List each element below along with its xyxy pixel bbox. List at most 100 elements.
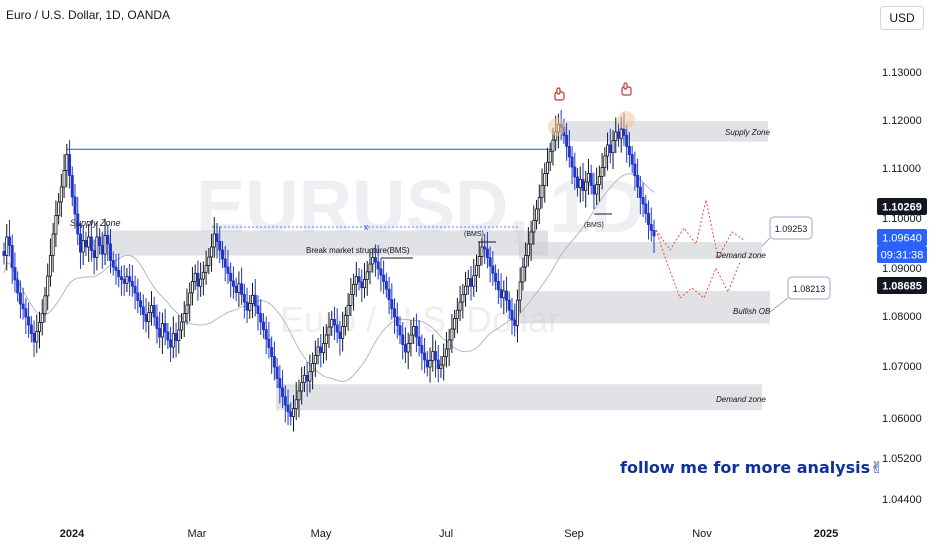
candle <box>461 293 465 303</box>
candle <box>496 281 500 291</box>
candle <box>240 283 244 295</box>
candle <box>70 175 74 198</box>
candle <box>373 257 377 263</box>
candle <box>78 233 82 253</box>
candle <box>201 271 205 280</box>
candle <box>196 272 200 287</box>
candle <box>341 326 345 339</box>
candle <box>212 233 216 248</box>
candle <box>616 131 620 139</box>
zone-0 <box>100 230 548 256</box>
candle <box>625 134 629 147</box>
candle <box>453 318 457 330</box>
projection-path-up <box>655 199 745 260</box>
y-tick-label: 1.06000 <box>882 413 922 425</box>
candle <box>81 240 85 253</box>
candle <box>256 305 260 315</box>
supply-zone-right-label: Supply Zone <box>725 128 770 137</box>
candle <box>48 255 52 277</box>
candle <box>2 251 6 256</box>
bms-sep-label: (BMS) <box>584 222 604 229</box>
candle <box>472 275 476 287</box>
candle <box>526 243 530 256</box>
candle <box>406 343 410 353</box>
candle <box>220 249 224 260</box>
candle <box>160 323 164 338</box>
candle <box>488 257 492 267</box>
candle <box>398 325 402 336</box>
candle <box>62 170 66 188</box>
y-tick-label: 1.05200 <box>882 453 922 465</box>
candle <box>119 276 123 280</box>
target-2-pointer <box>769 297 789 313</box>
candle <box>551 139 555 152</box>
candle <box>188 292 192 306</box>
time-axis[interactable]: 2024 Mar May Jul Sep Nov 2025 <box>60 528 838 540</box>
candle <box>578 179 582 188</box>
y-tick-label: 1.13000 <box>882 67 922 79</box>
candle <box>447 339 451 350</box>
candle <box>494 272 498 282</box>
candle <box>581 179 585 191</box>
candle <box>84 240 88 248</box>
candle <box>576 176 580 188</box>
candle <box>600 167 604 177</box>
candle <box>169 339 173 348</box>
candle <box>450 328 454 341</box>
candle <box>103 235 107 255</box>
candle <box>237 283 241 293</box>
top-highlight-left <box>548 118 566 136</box>
candle <box>152 305 156 318</box>
candle <box>226 266 230 274</box>
candle <box>469 278 473 287</box>
y-tick-label: 1.09000 <box>882 263 922 275</box>
candle <box>439 364 443 369</box>
candles-layer <box>2 109 656 432</box>
candle <box>114 266 118 271</box>
candle <box>540 185 544 198</box>
candle <box>614 131 618 142</box>
candle <box>324 334 328 344</box>
candle <box>261 321 265 330</box>
x-tick-label: Mar <box>188 528 207 540</box>
candle <box>649 224 653 231</box>
price-label-3: 1.08685 <box>882 281 922 293</box>
candle <box>73 196 77 215</box>
candle <box>92 250 96 258</box>
candle <box>515 299 519 326</box>
candle <box>409 334 413 344</box>
target-1-pointer <box>761 237 771 247</box>
bms-jul-label: (BMS) <box>464 231 484 238</box>
candle <box>144 314 148 322</box>
candle <box>379 268 383 276</box>
candle <box>264 329 268 340</box>
candle <box>149 305 153 314</box>
candle <box>38 322 42 332</box>
currency-button[interactable]: USD <box>880 6 924 30</box>
candle <box>633 163 637 176</box>
candle <box>65 154 69 171</box>
candle <box>428 360 432 368</box>
candle <box>234 285 238 293</box>
candle <box>464 285 468 295</box>
candle <box>147 312 151 322</box>
zones-layer <box>100 120 770 411</box>
candle <box>190 281 194 294</box>
price-label-box-3 <box>877 277 927 294</box>
hand-icon-right <box>621 82 632 96</box>
target-2-label: 1.08213 <box>793 284 826 294</box>
candle <box>133 285 137 294</box>
candle <box>180 321 184 331</box>
bullish-ob-label: Bullish OB <box>733 307 771 316</box>
price-axis[interactable]: 1.13000 1.12000 1.11000 1.10000 1.09000 1.080… <box>882 67 922 506</box>
candle <box>171 333 175 348</box>
candle <box>431 351 435 361</box>
candle <box>29 324 33 334</box>
candle <box>330 319 334 328</box>
candle <box>182 313 186 323</box>
y-tick-label: 1.10000 <box>882 213 922 225</box>
price-label-1: 1.09640 <box>882 233 922 245</box>
candle <box>185 304 189 314</box>
zone-3 <box>519 291 770 324</box>
